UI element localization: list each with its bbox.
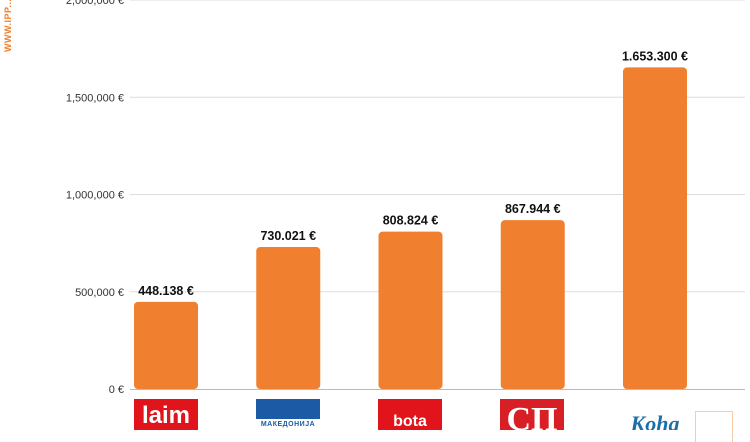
bar-makedonija	[256, 247, 321, 389]
logo-makedonija: МАКЕДОНИЈА	[256, 399, 320, 430]
bar-koha	[623, 67, 687, 389]
logo-makedonija-band	[256, 399, 320, 419]
watermark: WWW.IPP...	[3, 0, 15, 60]
y-tick-label: 500,000 €	[75, 287, 124, 299]
logo-makedonija-text: МАКЕДОНИЈА	[260, 421, 316, 428]
logo-sp: СП	[500, 399, 564, 430]
logo-laim: laim	[134, 399, 198, 430]
logo-laim-text: laim	[141, 402, 191, 429]
bar-value-label: 1.653.300 €	[622, 49, 688, 63]
bar-chart: 0 € 500,000 € 1,000,000 € 1,500,000 € 2,000,…	[66, 0, 745, 396]
logo-bota-text: bota	[393, 413, 427, 430]
y-axis-tick-labels: 0 € 500,000 € 1,000,000 € 1,500,000 € 2,000,…	[66, 0, 124, 396]
bar-sp	[500, 220, 565, 389]
corner-frame	[695, 411, 733, 442]
bar-value-label: 448.138 €	[138, 284, 194, 298]
bar-bota	[378, 231, 443, 389]
logo-koha: Koha	[623, 399, 687, 430]
bar-value-label: 730.021 €	[260, 229, 316, 243]
y-tick-label: 1,500,000 €	[66, 92, 124, 104]
logo-bota: bota	[378, 399, 442, 430]
logo-koha-text: Koha	[630, 411, 680, 430]
bar-value-labels: 448.138 € 730.021 € 808.824 € 867.944 € 1.65…	[138, 49, 688, 297]
y-tick-label: 0 €	[109, 384, 124, 396]
bars	[134, 67, 687, 389]
watermark-text: WWW.IPP...	[3, 0, 13, 52]
bar-value-label: 808.824 €	[383, 214, 439, 228]
bar-laim	[134, 301, 198, 389]
y-tick-label: 2,000,000 €	[66, 0, 124, 7]
y-tick-label: 1,000,000 €	[66, 190, 124, 202]
logo-sp-text: СП	[506, 401, 558, 430]
bar-value-label: 867.944 €	[505, 202, 561, 216]
